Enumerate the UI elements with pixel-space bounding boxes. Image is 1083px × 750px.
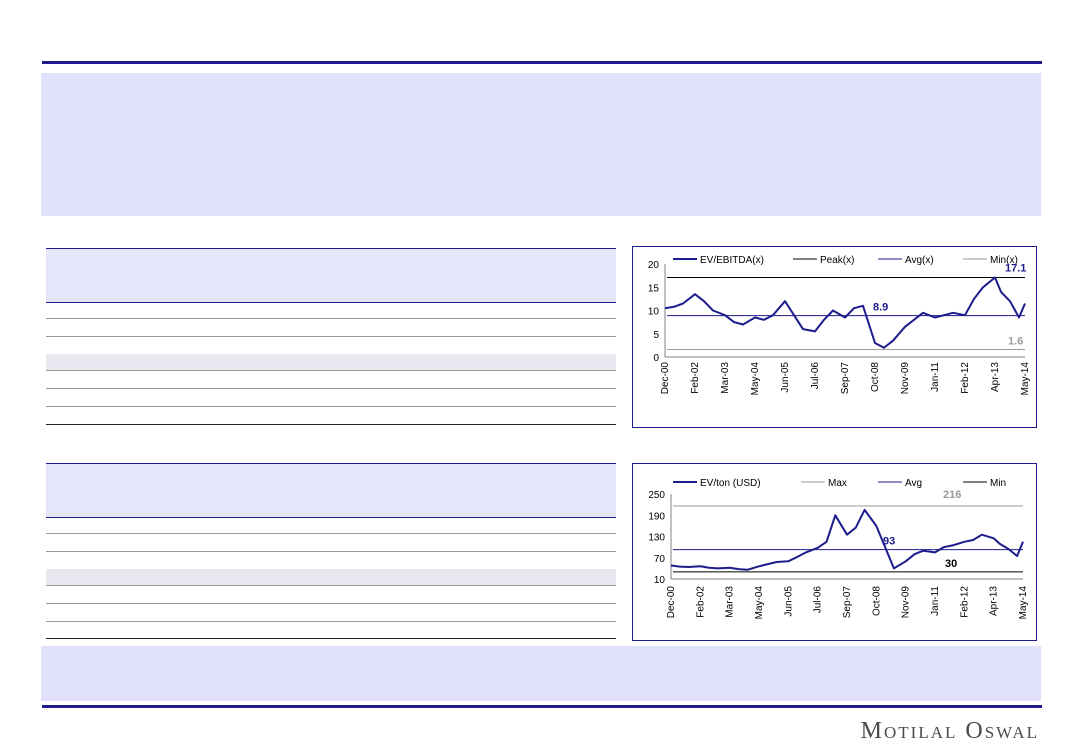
legend-label: Max xyxy=(828,478,847,489)
legend-label: Avg(x) xyxy=(905,255,934,266)
x-tick-label: May-14 xyxy=(1018,586,1029,620)
table-row xyxy=(46,621,616,622)
table-row xyxy=(46,585,616,586)
y-tick-label: 70 xyxy=(654,554,666,565)
legend-label: EV/EBITDA(x) xyxy=(700,255,764,266)
legend-label: Avg xyxy=(905,478,922,489)
x-tick-label: Feb-02 xyxy=(695,586,706,618)
x-tick-label: Jun-05 xyxy=(780,362,791,393)
reference-label-peak: 17.1 xyxy=(1005,262,1026,274)
x-tick-label: Apr-13 xyxy=(989,586,1000,616)
table-row xyxy=(46,533,616,534)
x-tick-label: Jan-11 xyxy=(930,586,941,616)
x-tick-label: Sep-07 xyxy=(840,362,851,395)
x-tick-label: May-04 xyxy=(750,362,761,396)
ev-ebitda-chart: EV/EBITDA(x) Peak(x) Avg(x) Min(x) 0 5 10 15 20 D… xyxy=(632,246,1037,428)
table-bottom-rule xyxy=(46,424,616,425)
note-panel xyxy=(41,646,1041,701)
x-tick-label: Jul-06 xyxy=(813,586,824,614)
y-tick-label: 10 xyxy=(648,307,660,318)
y-tick-label: 190 xyxy=(648,511,665,522)
bottom-rule xyxy=(42,705,1042,708)
table-row xyxy=(46,318,616,319)
series-line xyxy=(664,276,1026,349)
table-header xyxy=(46,463,616,518)
table-row xyxy=(46,406,616,407)
legend-label: Peak(x) xyxy=(820,255,854,266)
reference-label-min: 30 xyxy=(945,558,957,570)
series-line xyxy=(670,508,1024,571)
x-tick-label: Feb-12 xyxy=(959,586,970,618)
ev-ebitda-chart-svg: EV/EBITDA(x) Peak(x) Avg(x) Min(x) 0 5 10 15 20 D… xyxy=(648,255,1031,396)
top-rule xyxy=(42,61,1042,64)
table-row-highlight xyxy=(46,354,616,370)
legend-label: Min(x) xyxy=(990,255,1018,266)
x-tick-label: Sep-07 xyxy=(842,586,853,619)
x-tick-label: Feb-02 xyxy=(690,362,701,394)
y-tick-label: 5 xyxy=(653,330,659,341)
ev-ton-chart: EV/ton (USD) Max Avg Min 10 70 130 190 250 Dec-00… xyxy=(632,463,1037,641)
y-tick-label: 0 xyxy=(653,353,659,364)
x-tick-label: Jul-06 xyxy=(810,362,821,390)
legend-label: Min xyxy=(990,478,1006,489)
brand-logo: Motilal Oswal xyxy=(860,718,1039,744)
x-tick-label: Mar-03 xyxy=(720,362,731,394)
x-tick-label: Nov-09 xyxy=(900,362,911,395)
valuation-table-1 xyxy=(46,248,616,426)
y-tick-label: 130 xyxy=(648,533,665,544)
valuation-table-2 xyxy=(46,463,616,641)
table-row xyxy=(46,603,616,604)
table-bottom-rule xyxy=(46,638,616,639)
table-row xyxy=(46,336,616,337)
x-tick-label: Feb-12 xyxy=(960,362,971,394)
x-tick-label: May-14 xyxy=(1020,362,1031,396)
x-tick-label: Jan-11 xyxy=(930,362,941,392)
x-tick-label: Nov-09 xyxy=(901,586,912,619)
reference-label-min: 1.6 xyxy=(1008,336,1023,348)
summary-panel xyxy=(41,73,1041,216)
x-tick-label: Jun-05 xyxy=(783,586,794,617)
x-tick-label: Oct-08 xyxy=(871,586,882,616)
reference-label-avg: 93 xyxy=(883,536,895,548)
x-tick-label: Mar-03 xyxy=(725,586,736,618)
table-row xyxy=(46,551,616,552)
x-tick-label: May-04 xyxy=(754,586,765,620)
y-tick-label: 15 xyxy=(648,283,660,294)
legend-label: EV/ton (USD) xyxy=(700,478,761,489)
reference-label-avg: 8.9 xyxy=(873,302,888,314)
x-tick-label: Dec-00 xyxy=(666,586,677,619)
y-tick-label: 20 xyxy=(648,260,660,271)
table-header xyxy=(46,248,616,303)
reference-label-max: 216 xyxy=(943,489,961,501)
table-row xyxy=(46,388,616,389)
table-row xyxy=(46,370,616,371)
ev-ton-chart-svg: EV/ton (USD) Max Avg Min 10 70 130 190 250 Dec-00… xyxy=(648,478,1029,620)
y-tick-label: 250 xyxy=(648,490,665,501)
table-row-highlight xyxy=(46,569,616,585)
x-tick-label: Dec-00 xyxy=(660,362,671,395)
x-tick-label: Oct-08 xyxy=(870,362,881,392)
y-tick-label: 10 xyxy=(654,575,666,586)
x-tick-label: Apr-13 xyxy=(990,362,1001,392)
